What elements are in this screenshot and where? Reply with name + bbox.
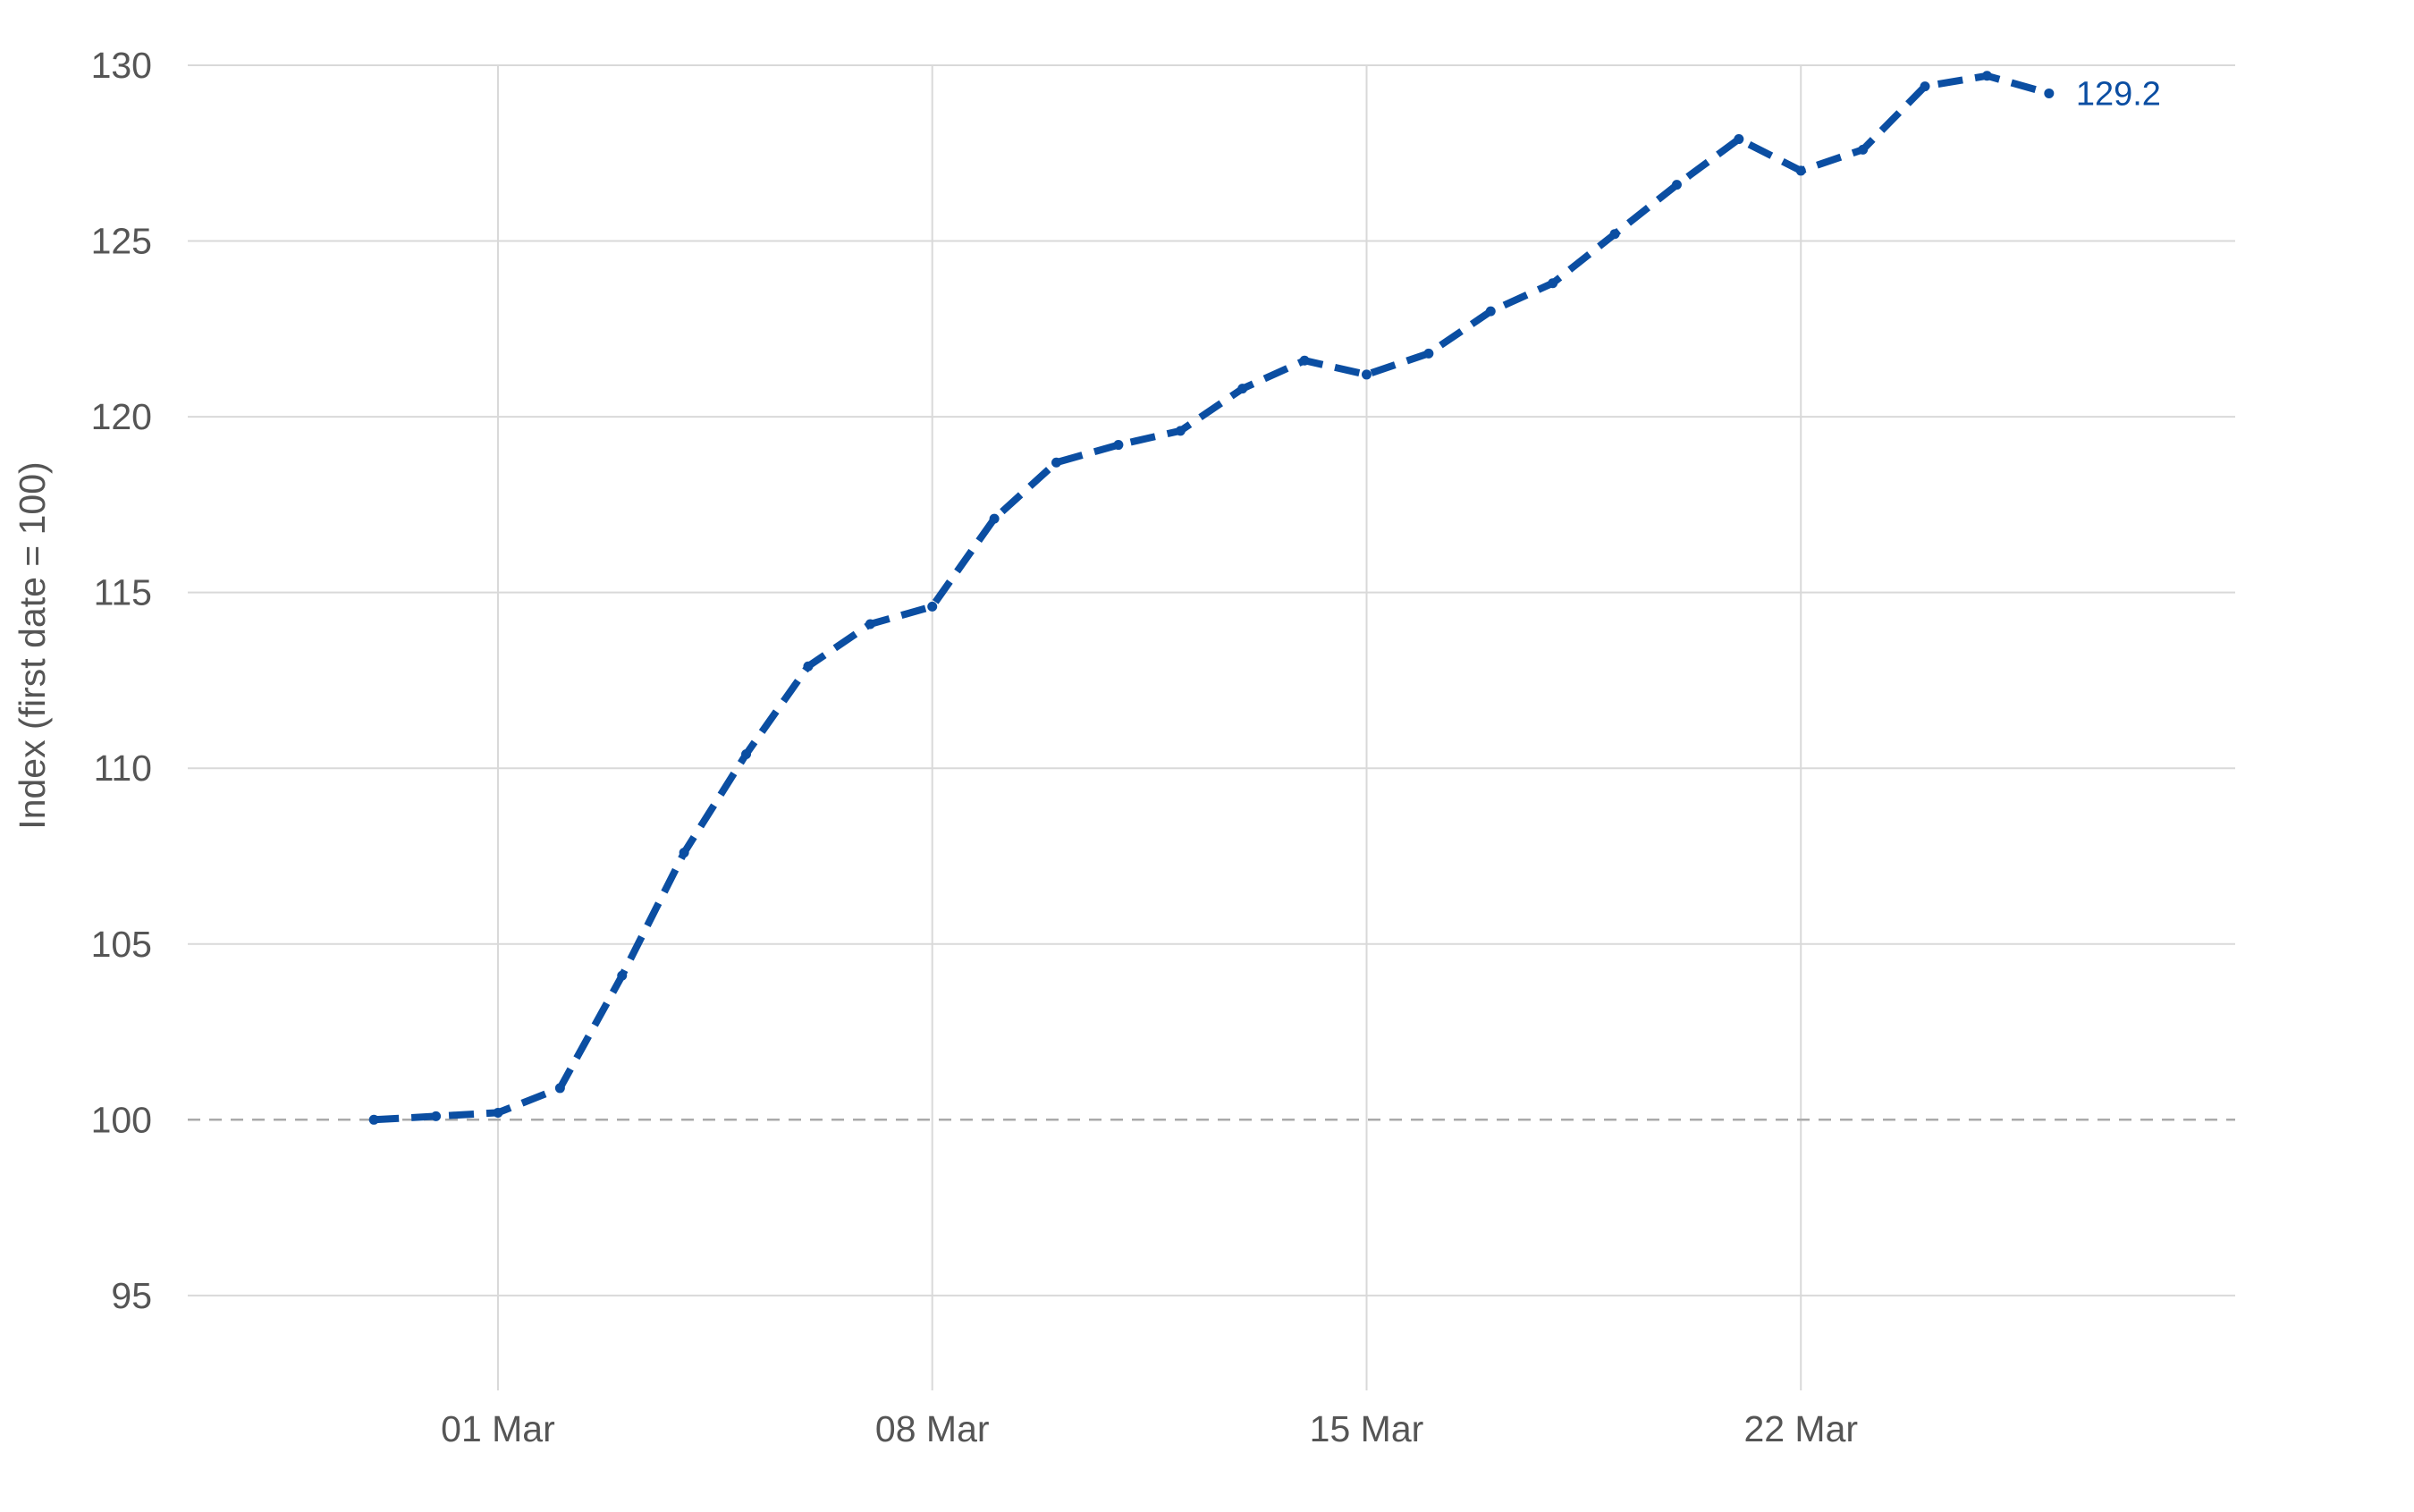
- data-point-16: [1361, 369, 1372, 380]
- x-tick-label-1: 08 Mar: [875, 1408, 990, 1449]
- data-point-27: [2044, 88, 2055, 98]
- data-point-7: [803, 661, 814, 672]
- data-point-24: [1858, 144, 1869, 155]
- data-point-23: [1795, 165, 1806, 176]
- y-tick-label-130: 130: [91, 45, 152, 86]
- y-tick-label-115: 115: [94, 572, 152, 613]
- data-point-20: [1609, 229, 1620, 240]
- data-point-3: [554, 1083, 565, 1094]
- data-point-19: [1548, 278, 1558, 289]
- data-point-4: [617, 970, 628, 981]
- data-point-15: [1299, 355, 1310, 366]
- series-line-0: [373, 72, 2050, 1124]
- y-tick-label-105: 105: [91, 924, 152, 965]
- data-point-10: [989, 513, 1000, 524]
- y-tick-label-120: 120: [91, 396, 152, 437]
- data-point-9: [927, 601, 938, 612]
- data-point-13: [1175, 426, 1186, 436]
- data-point-12: [1113, 440, 1124, 451]
- data-point-2: [493, 1107, 503, 1118]
- data-point-0: [368, 1114, 379, 1125]
- y-tick-label-95: 95: [111, 1275, 152, 1316]
- y-tick-label-110: 110: [94, 748, 152, 789]
- x-axis-ticks: 01 Mar 08 Mar 15 Mar 22 Mar: [441, 1408, 1858, 1449]
- data-point-22: [1734, 134, 1744, 145]
- data-point-25: [1920, 81, 1930, 92]
- data-point-8: [865, 619, 875, 629]
- y-tick-label-100: 100: [91, 1099, 152, 1140]
- x-tick-label-3: 22 Mar: [1743, 1408, 1858, 1449]
- x-tick-label-2: 15 Mar: [1310, 1408, 1424, 1449]
- data-point-5: [679, 848, 689, 858]
- end-value-label: 129.2: [2076, 75, 2161, 113]
- data-point-26: [1981, 71, 1992, 81]
- data-point-21: [1671, 180, 1682, 190]
- data-point-6: [741, 748, 752, 759]
- y-axis-title: Index (first date = 100): [12, 461, 53, 829]
- data-point-11: [1051, 457, 1062, 468]
- series-group: [368, 71, 2055, 1125]
- y-axis-ticks: 95 100 105 110 115 120 125 130: [91, 45, 152, 1316]
- data-point-18: [1485, 306, 1496, 317]
- data-point-17: [1423, 348, 1434, 359]
- data-point-14: [1237, 384, 1248, 394]
- data-point-1: [431, 1111, 442, 1121]
- grid: [188, 64, 2235, 1390]
- y-tick-label-125: 125: [91, 221, 152, 262]
- x-tick-label-0: 01 Mar: [441, 1408, 555, 1449]
